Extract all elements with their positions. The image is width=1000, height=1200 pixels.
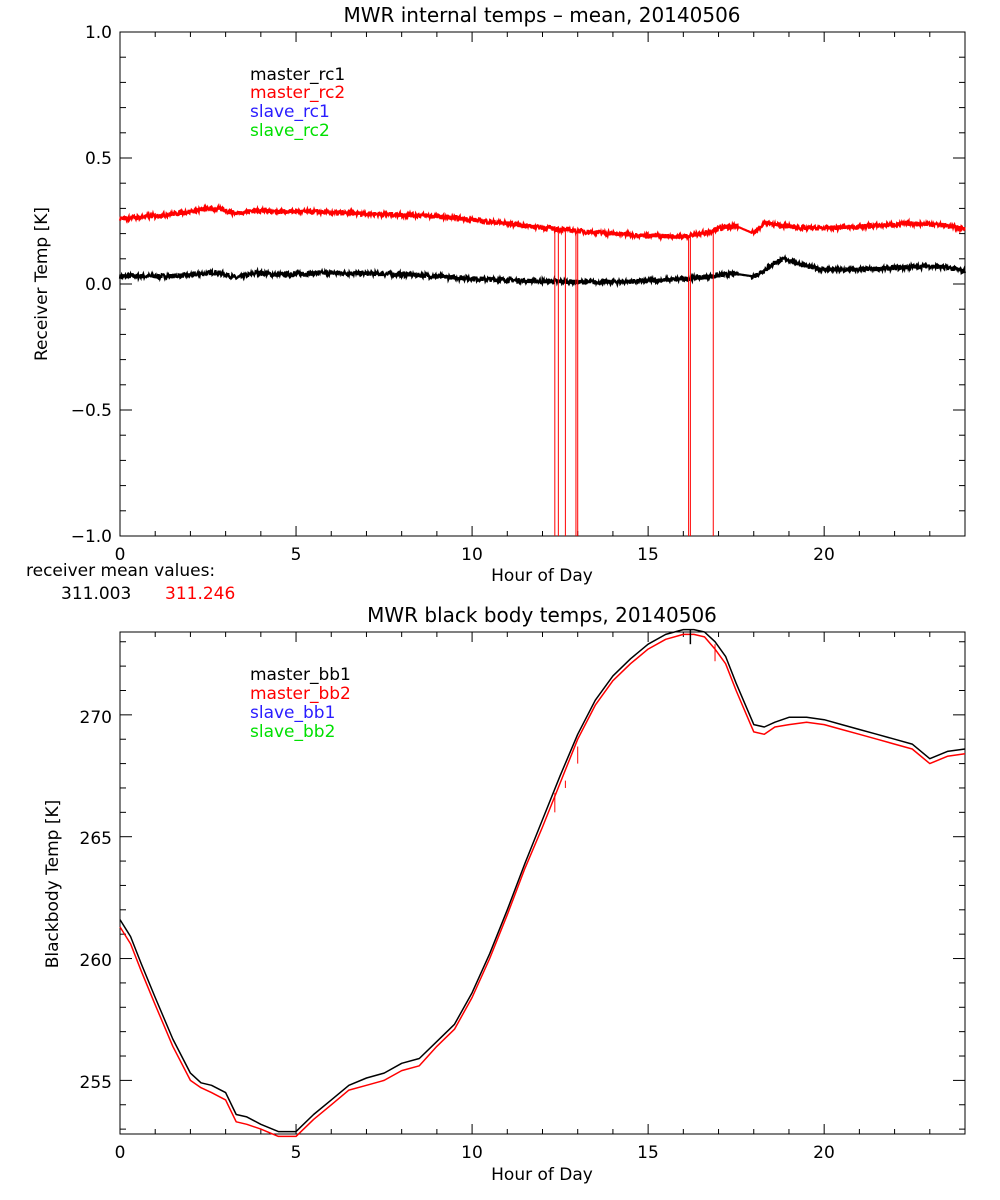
series-line-master_bb2	[119, 633, 966, 1138]
series-line-master_bb1	[119, 628, 966, 1133]
y-tick-label: 255	[80, 1073, 112, 1093]
legend-entry: master_rc1	[250, 65, 345, 85]
legend-entry: master_rc2	[250, 83, 345, 103]
legend-entry: slave_rc1	[250, 102, 330, 122]
legend: master_bb1 master_bb2 slave_bb1 slave_bb…	[250, 665, 351, 742]
chart-title: MWR black body temps, 20140506	[367, 603, 717, 627]
y-axis-label: Blackbody Temp [K]	[43, 800, 63, 969]
chart-title: MWR internal temps – mean, 20140506	[343, 3, 740, 27]
x-tick-label: 5	[291, 1143, 302, 1163]
series-group	[118, 203, 967, 536]
y-tick-labels: −1.0 −0.5 0.0 0.5 1.0	[71, 23, 112, 547]
internal-temps-chart: MWR internal temps – mean, 20140506 0 5 …	[26, 3, 967, 604]
series-line-master_rc2	[118, 203, 966, 243]
y-tick-label: 0.0	[85, 275, 112, 295]
y-tick-label: 260	[80, 951, 112, 971]
blackbody-temps-chart: MWR black body temps, 20140506 0 5 10 15…	[43, 603, 966, 1185]
y-tick-label: −0.5	[71, 401, 112, 421]
x-tick-label: 15	[637, 1143, 659, 1163]
mean-value-rc1: 311.003	[61, 584, 131, 604]
y-tick-label: 0.5	[85, 149, 112, 169]
x-tick-label: 5	[291, 545, 302, 565]
x-tick-label: 10	[461, 545, 483, 565]
legend-entry: master_bb2	[250, 684, 351, 704]
y-tick-label: 270	[80, 708, 112, 728]
x-tick-label: 20	[813, 1143, 835, 1163]
x-tick-label: 20	[813, 545, 835, 565]
y-tick-label: 265	[80, 829, 112, 849]
legend: master_rc1 master_rc2 slave_rc1 slave_rc…	[250, 65, 345, 141]
series-line-master_rc1	[118, 254, 967, 289]
series-group	[119, 628, 966, 1138]
x-tick-labels: 0 5 10 15 20	[115, 545, 835, 565]
legend-entry: slave_bb2	[250, 722, 335, 742]
y-axis-label: Receiver Temp [K]	[32, 207, 52, 361]
y-tick-labels: 255 260 265 270	[80, 708, 112, 1093]
plot-frame	[119, 631, 966, 1135]
axis-ticks	[119, 31, 966, 537]
x-axis-label: Hour of Day	[491, 1165, 593, 1185]
x-tick-label: 0	[115, 545, 126, 565]
y-tick-label: −1.0	[71, 527, 112, 547]
x-axis-label: Hour of Day	[491, 566, 593, 586]
mean-value-rc2: 311.246	[165, 584, 235, 604]
x-tick-label: 0	[115, 1143, 126, 1163]
axis-ticks	[119, 632, 966, 1134]
mean-values-label: receiver mean values:	[26, 561, 215, 581]
x-tick-label: 15	[637, 545, 659, 565]
x-tick-label: 10	[461, 1143, 483, 1163]
legend-entry: slave_bb1	[250, 703, 335, 723]
legend-entry: slave_rc2	[250, 121, 330, 141]
x-tick-labels: 0 5 10 15 20	[115, 1143, 835, 1163]
y-tick-label: 1.0	[85, 23, 112, 43]
legend-entry: master_bb1	[250, 665, 351, 685]
